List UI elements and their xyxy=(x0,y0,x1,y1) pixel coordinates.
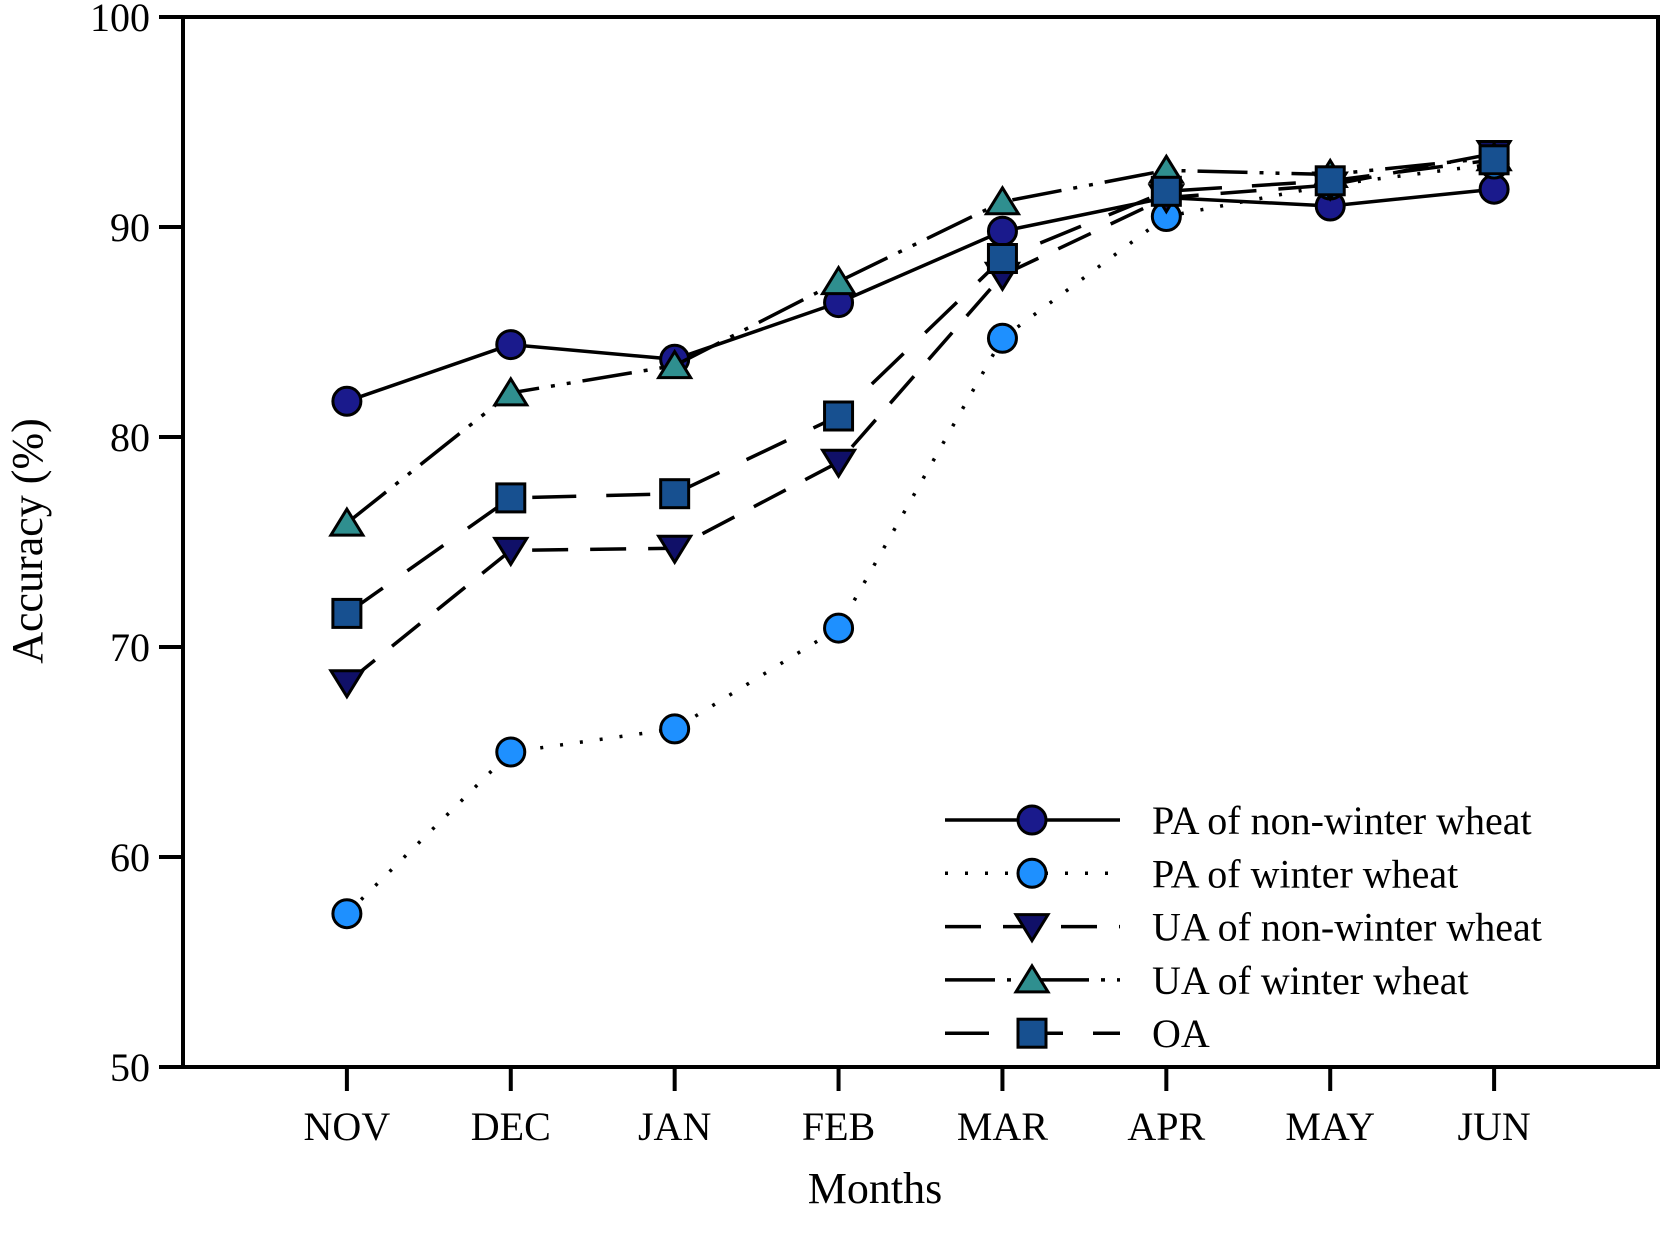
data-point-ua-of-winter-wheat xyxy=(819,264,858,296)
legend-marker-ua-of-non-winter-wheat xyxy=(1013,913,1051,944)
y-axis-tick-label: 80 xyxy=(110,415,150,460)
x-axis-title: Months xyxy=(808,1164,942,1213)
legend-label-pa-of-winter-wheat: PA of winter wheat xyxy=(1152,851,1458,896)
legend-label-oa: OA xyxy=(1152,1011,1210,1056)
y-axis-tick-label: 60 xyxy=(110,835,150,880)
y-axis-tick-label: 70 xyxy=(110,625,150,670)
y-axis-tick-label: 90 xyxy=(110,205,150,250)
legend-marker-ua-of-winter-wheat xyxy=(1013,963,1051,994)
data-point-oa xyxy=(495,482,527,514)
x-axis-tick-label: MAR xyxy=(957,1104,1048,1149)
legend-label-ua-of-non-winter-wheat: UA of non-winter wheat xyxy=(1152,905,1542,950)
data-point-oa xyxy=(659,478,691,510)
data-point-ua-of-non-winter-wheat xyxy=(492,536,530,568)
data-point-oa xyxy=(1478,144,1510,176)
series-line-ua-of-non-winter-wheat xyxy=(345,151,1495,685)
x-axis-tick-label: MAY xyxy=(1285,1104,1375,1149)
series-line-pa-of-non-winter-wheat xyxy=(346,187,1495,403)
data-point-pa-of-winter-wheat xyxy=(823,612,855,644)
x-axis-tick-label: FEB xyxy=(802,1104,875,1149)
series-line-oa xyxy=(345,158,1495,615)
data-point-ua-of-winter-wheat xyxy=(983,184,1022,216)
legend-label-ua-of-winter-wheat: UA of winter wheat xyxy=(1152,958,1469,1003)
data-point-oa xyxy=(331,597,363,629)
y-axis-tick-label: 100 xyxy=(90,0,150,40)
y-axis-title: Accuracy (%) xyxy=(3,418,52,664)
data-point-pa-of-winter-wheat xyxy=(495,736,527,768)
data-point-pa-of-winter-wheat xyxy=(659,713,691,745)
legend-marker-pa-of-winter-wheat xyxy=(1016,857,1048,889)
data-point-oa xyxy=(1314,165,1346,197)
data-point-ua-of-non-winter-wheat xyxy=(819,448,858,480)
data-point-pa-of-winter-wheat xyxy=(986,322,1018,354)
data-point-ua-of-non-winter-wheat xyxy=(655,534,694,566)
legend-label-pa-of-non-winter-wheat: PA of non-winter wheat xyxy=(1152,798,1532,843)
data-point-oa xyxy=(823,400,855,432)
data-point-oa xyxy=(1150,175,1182,207)
data-point-pa-of-winter-wheat xyxy=(331,898,363,930)
plot-frame xyxy=(181,15,1660,1069)
series-line-ua-of-winter-wheat xyxy=(345,155,1495,525)
data-point-ua-of-winter-wheat xyxy=(492,376,530,407)
data-point-ua-of-non-winter-wheat xyxy=(328,669,366,700)
data-point-ua-of-winter-wheat xyxy=(328,506,366,537)
y-axis-tick-label: 50 xyxy=(110,1045,150,1090)
x-axis-tick-label: APR xyxy=(1127,1104,1205,1149)
x-axis-tick-label: JAN xyxy=(638,1104,711,1149)
legend-marker-oa xyxy=(1016,1017,1048,1049)
data-point-ua-of-winter-wheat xyxy=(655,348,694,380)
data-point-pa-of-non-winter-wheat xyxy=(986,215,1018,247)
legend-marker-pa-of-non-winter-wheat xyxy=(1016,804,1048,836)
data-point-oa xyxy=(986,243,1018,274)
x-axis-tick-label: JUN xyxy=(1457,1104,1530,1149)
x-axis-tick-label: DEC xyxy=(471,1104,551,1149)
plot-layer: 100 90 80 70 60 50 NOV DEC JAN FEB MAR APR MAY JUN PA … xyxy=(90,0,1660,1149)
x-axis-tick-label: NOV xyxy=(304,1104,391,1149)
data-point-pa-of-non-winter-wheat xyxy=(495,329,527,361)
data-point-pa-of-non-winter-wheat xyxy=(331,385,363,417)
